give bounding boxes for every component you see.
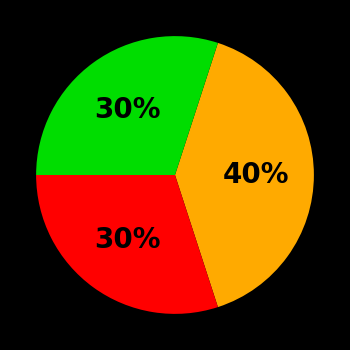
Text: 30%: 30%: [94, 226, 161, 254]
Wedge shape: [36, 175, 218, 314]
Wedge shape: [36, 36, 218, 175]
Text: 30%: 30%: [94, 96, 161, 124]
Text: 40%: 40%: [222, 161, 289, 189]
Wedge shape: [175, 43, 314, 307]
